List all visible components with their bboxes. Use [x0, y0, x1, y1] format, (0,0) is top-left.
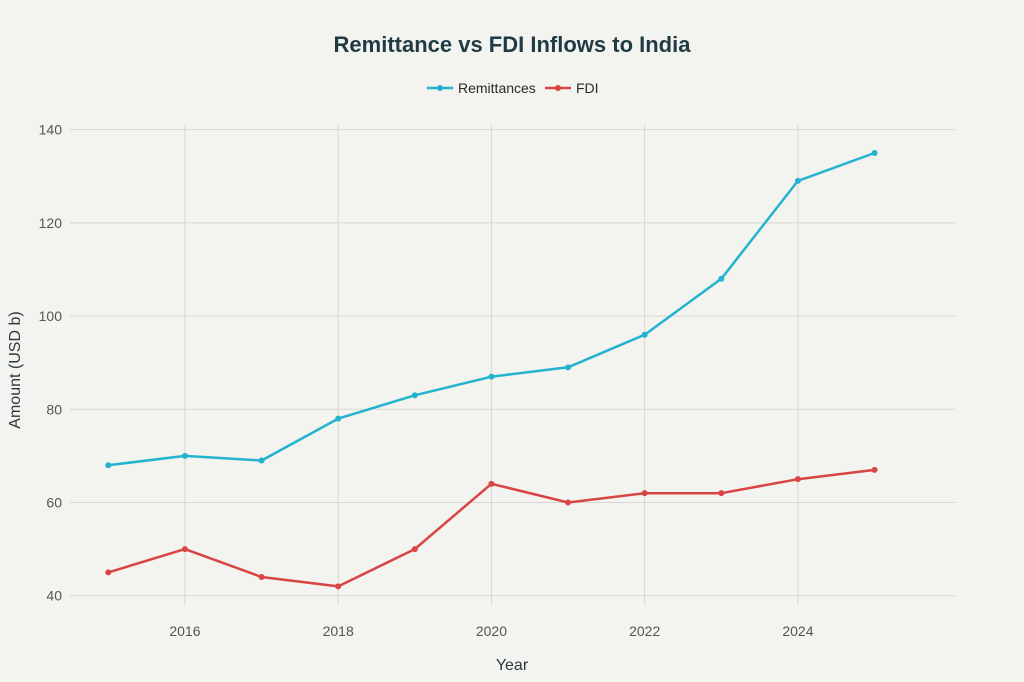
data-point-fdi	[258, 574, 265, 581]
y-tick-label: 60	[46, 494, 62, 510]
data-point-remittances	[641, 331, 648, 338]
data-point-remittances	[794, 177, 801, 184]
data-point-fdi	[105, 569, 112, 576]
data-point-fdi	[181, 546, 188, 553]
legend-item-remittances: Remittances	[427, 80, 536, 96]
x-tick-label: 2020	[476, 623, 507, 639]
y-tick-label: 100	[39, 308, 63, 324]
data-point-fdi	[411, 546, 418, 553]
data-point-remittances	[105, 462, 112, 469]
legend-marker	[437, 85, 443, 91]
data-point-remittances	[488, 373, 495, 380]
y-axis-title: Amount (USD b)	[7, 311, 24, 428]
x-tick-label: 2024	[782, 623, 813, 639]
y-tick-label: 40	[46, 588, 62, 604]
data-point-fdi	[718, 490, 725, 497]
data-point-remittances	[871, 149, 878, 156]
y-tick-label: 140	[39, 122, 63, 138]
data-point-fdi	[794, 476, 801, 483]
x-tick-label: 2018	[323, 623, 354, 639]
series-fdi	[105, 466, 878, 590]
data-point-fdi	[641, 490, 648, 497]
legend: Remittances FDI	[427, 80, 599, 96]
data-point-remittances	[411, 392, 418, 399]
data-point-fdi	[871, 466, 878, 473]
y-tick-label: 80	[46, 401, 62, 417]
x-axis-ticks: 2016 2018 2020 2022 2024	[169, 623, 813, 639]
legend-item-fdi: FDI	[545, 80, 599, 96]
grid	[70, 125, 955, 605]
chart-title: Remittance vs FDI Inflows to India	[334, 32, 692, 57]
data-point-remittances	[335, 415, 342, 422]
x-tick-label: 2022	[629, 623, 660, 639]
series-remittances	[105, 149, 878, 469]
x-axis-title: Year	[496, 657, 529, 674]
legend-label: Remittances	[458, 80, 536, 96]
data-point-fdi	[565, 499, 572, 506]
y-axis-ticks: 40 60 80 100 120 140	[39, 122, 63, 604]
x-tick-label: 2016	[169, 623, 200, 639]
data-point-remittances	[565, 364, 572, 371]
y-tick-label: 120	[39, 215, 63, 231]
legend-marker	[555, 85, 561, 91]
data-point-remittances	[181, 452, 188, 459]
data-point-remittances	[718, 275, 725, 282]
legend-label: FDI	[576, 80, 599, 96]
data-point-remittances	[258, 457, 265, 464]
series-layer	[105, 149, 878, 590]
data-point-fdi	[488, 480, 495, 487]
data-point-fdi	[335, 583, 342, 590]
